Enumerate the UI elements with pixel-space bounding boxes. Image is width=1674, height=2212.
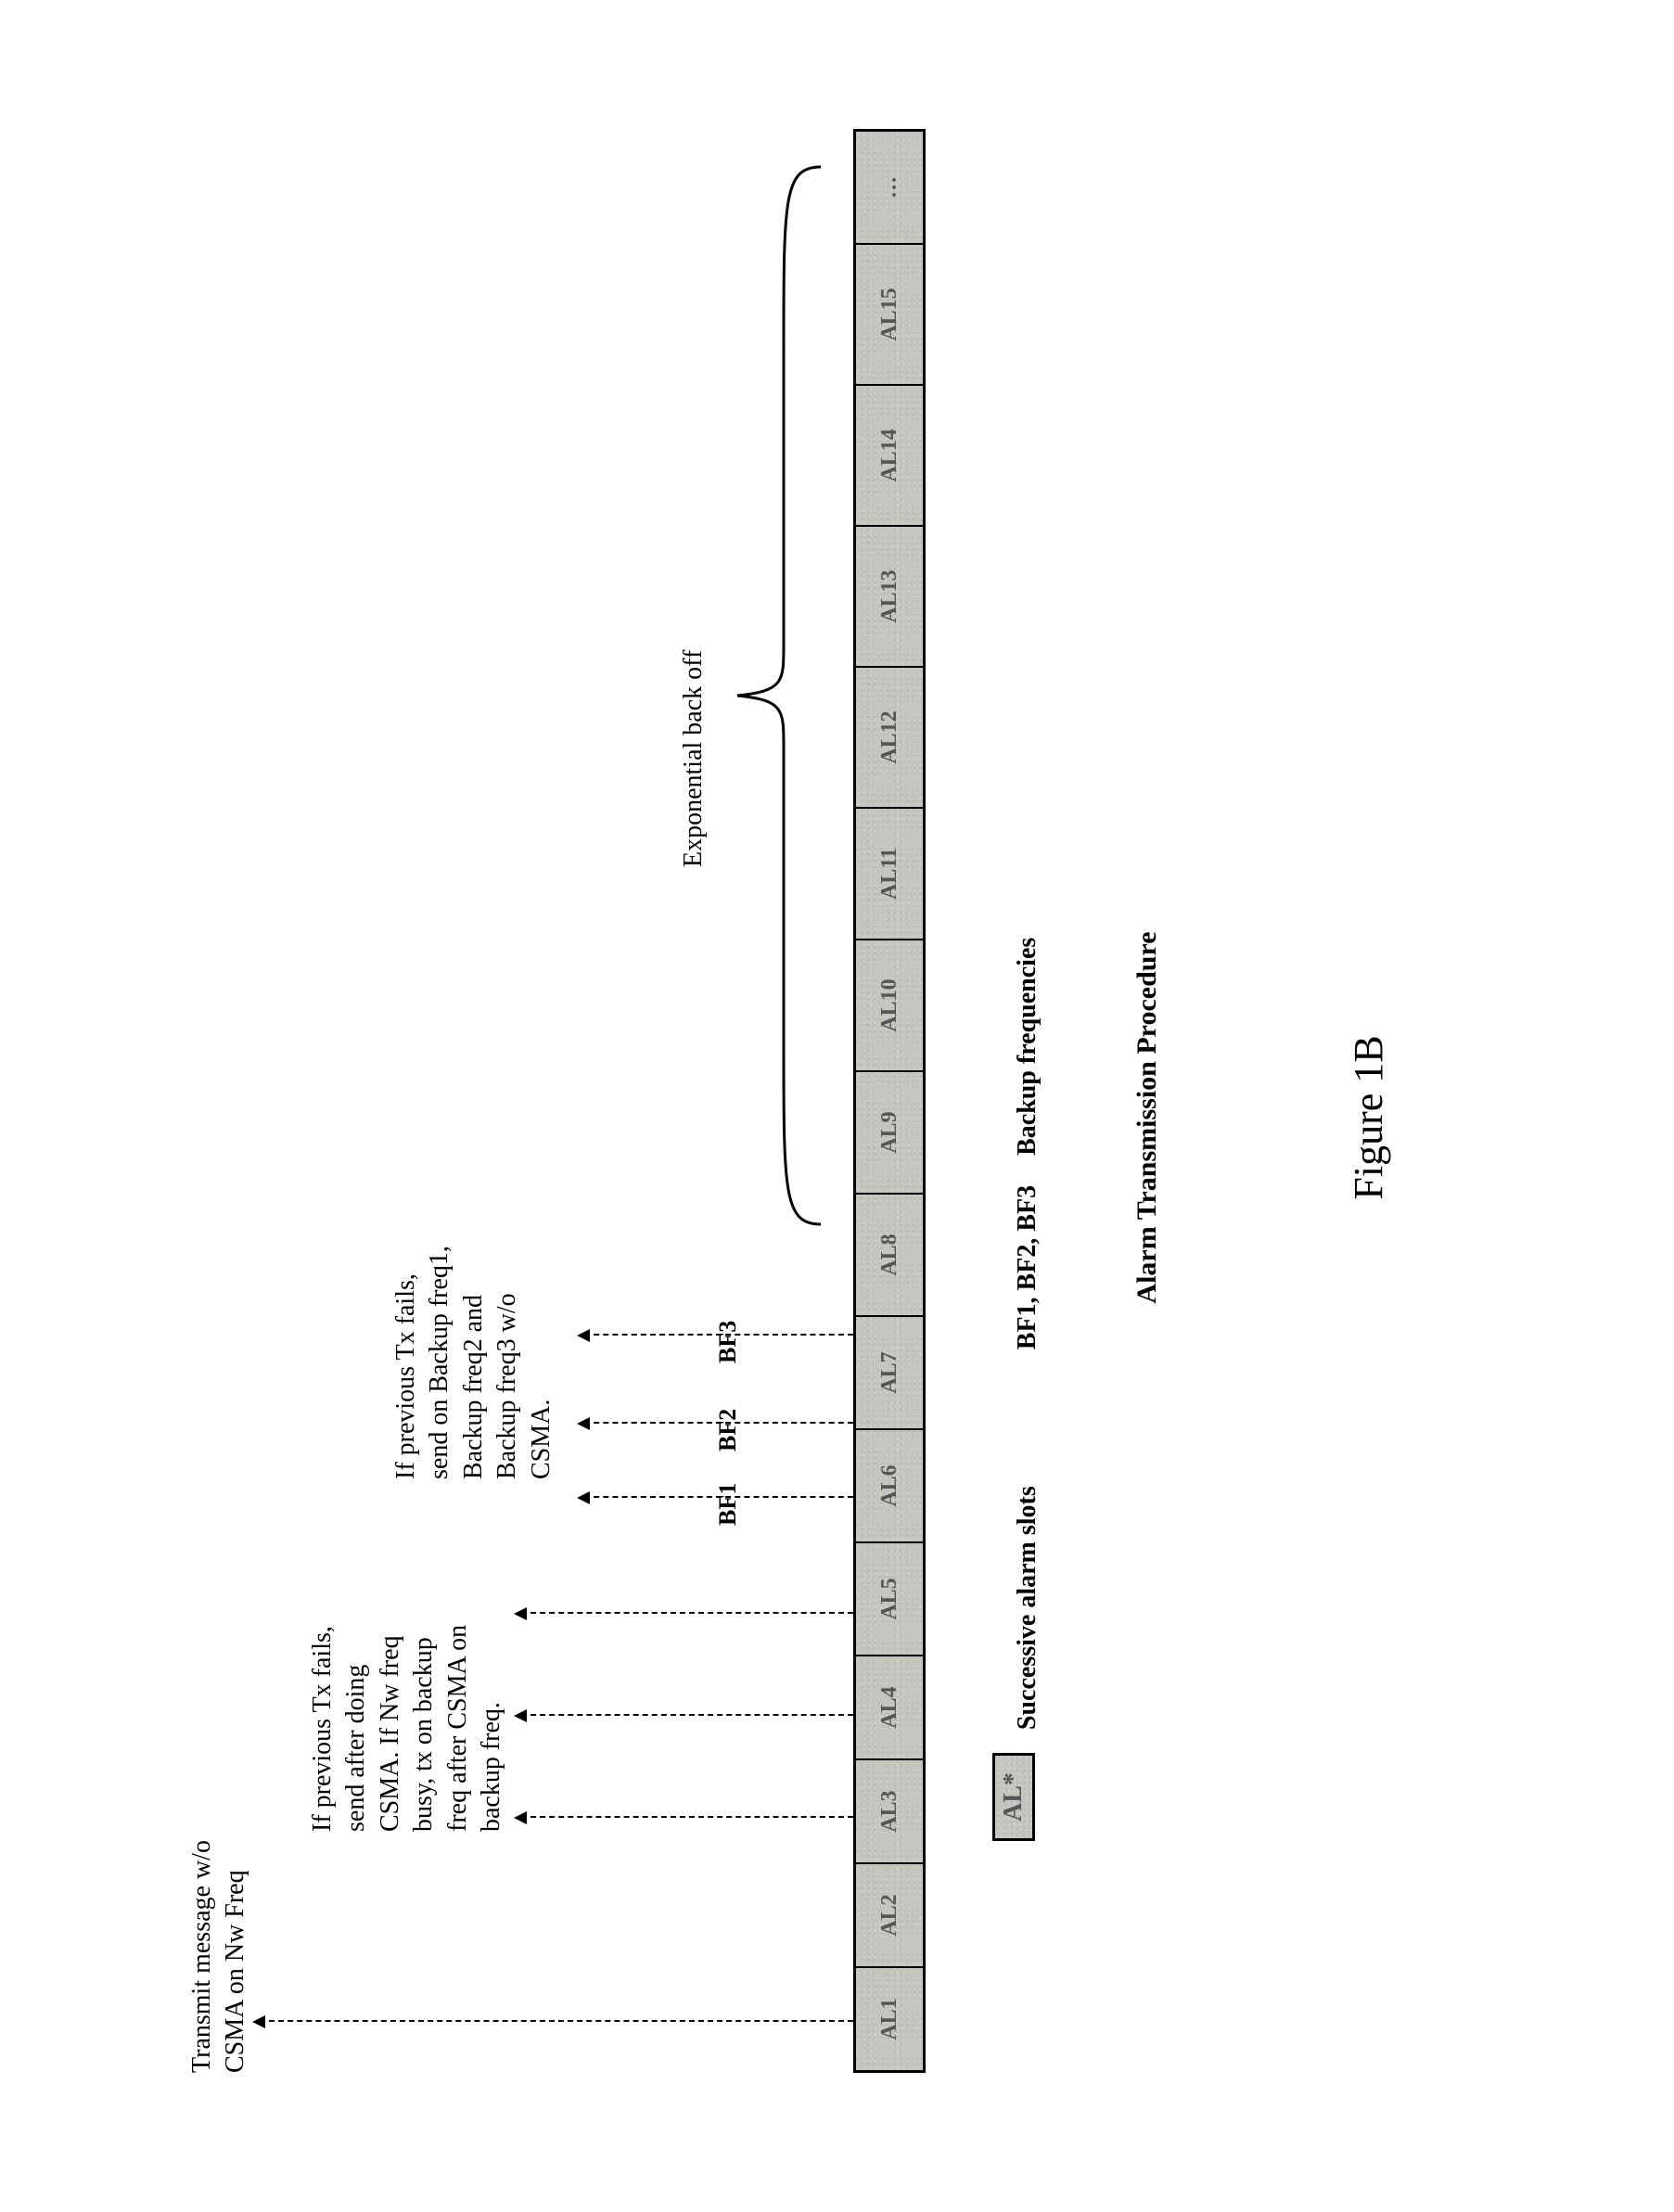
caption-2-line: freq after CSMA on (441, 1625, 475, 1832)
caption-3-line: CSMA. (525, 1246, 558, 1479)
slot-al12: AL12 (856, 666, 923, 807)
slot-al11: AL11 (856, 807, 923, 939)
slot-al14: AL14 (856, 384, 923, 525)
arrow-1 (260, 2020, 853, 2022)
caption-2-line: backup freq. (475, 1625, 508, 1832)
arrowhead-icon (577, 1491, 590, 1504)
caption-1: Transmit message w/o CSMA on Nw Freq (185, 1840, 253, 2073)
slot-dots: … (856, 132, 923, 243)
caption-3: If previous Tx fails, send on Backup fre… (390, 1246, 558, 1479)
legend-box-label: Successive alarm slots (1013, 1486, 1041, 1730)
legend-row: AL* Successive alarm slots BF1, BF2, BF3… (992, 938, 1042, 1841)
legend-box: AL* (992, 1753, 1035, 1841)
bf3-label: BF3 (714, 1321, 742, 1363)
slot-al15: AL15 (856, 243, 923, 384)
arrowhead-icon (577, 1329, 590, 1342)
rotated-page: Transmit message w/o CSMA on Nw Freq If … (0, 0, 1674, 2212)
caption-2-line: busy, tx on backup (407, 1625, 441, 1832)
slot-al6: AL6 (856, 1428, 923, 1541)
legend-bf-list: BF1, BF2, BF3 (1013, 1185, 1041, 1349)
caption-3-line: Backup freq3 w/o (491, 1246, 524, 1479)
figure-label: Figure 1B (1345, 162, 1392, 2073)
caption-2-line: send after doing (339, 1625, 373, 1832)
slot-al8: AL8 (856, 1193, 923, 1315)
backoff-label: Exponential back off (677, 650, 710, 867)
slot-al10: AL10 (856, 939, 923, 1070)
arrow-3 (521, 1714, 853, 1716)
legend-bf-label: Backup frequencies (1013, 938, 1041, 1156)
slot-al4: AL4 (856, 1655, 923, 1758)
slot-al2: AL2 (856, 1862, 923, 1966)
caption-2: If previous Tx fails, send after doing C… (306, 1625, 508, 1832)
caption-3-line: If previous Tx fails, (390, 1246, 423, 1479)
arrow-2 (521, 1816, 853, 1818)
brace-icon (723, 162, 825, 1229)
slot-al7: AL7 (856, 1315, 923, 1428)
arrowhead-icon (514, 1709, 527, 1722)
main-title: Alarm Transmission Procedure (1131, 162, 1163, 2073)
slot-al13: AL13 (856, 525, 923, 666)
caption-3-line: Backup freq2 and (457, 1246, 491, 1479)
arrowhead-icon (252, 2015, 265, 2028)
slot-al5: AL5 (856, 1541, 923, 1655)
arrow-4 (521, 1612, 853, 1614)
slot-bar: AL1 AL2 AL3 AL4 AL5 AL6 AL7 AL8 AL9 AL10… (853, 129, 926, 2073)
arrowhead-icon (514, 1811, 527, 1824)
caption-2-line: CSMA. If Nw freq (374, 1625, 407, 1832)
caption-3-line: send on Backup freq1, (423, 1246, 456, 1479)
slot-al9: AL9 (856, 1070, 923, 1193)
slot-al3: AL3 (856, 1758, 923, 1862)
caption-1-line: Transmit message w/o (185, 1840, 219, 2073)
caption-2-line: If previous Tx fails, (306, 1625, 339, 1832)
bf1-label: BF1 (714, 1483, 742, 1526)
slot-al1: AL1 (856, 1966, 923, 2070)
bf2-label: BF2 (714, 1409, 742, 1451)
arrowhead-icon (514, 1607, 527, 1620)
diagram-content: Transmit message w/o CSMA on Nw Freq If … (185, 139, 1484, 2073)
arrowhead-icon (577, 1417, 590, 1430)
caption-1-line: CSMA on Nw Freq (219, 1840, 252, 2073)
